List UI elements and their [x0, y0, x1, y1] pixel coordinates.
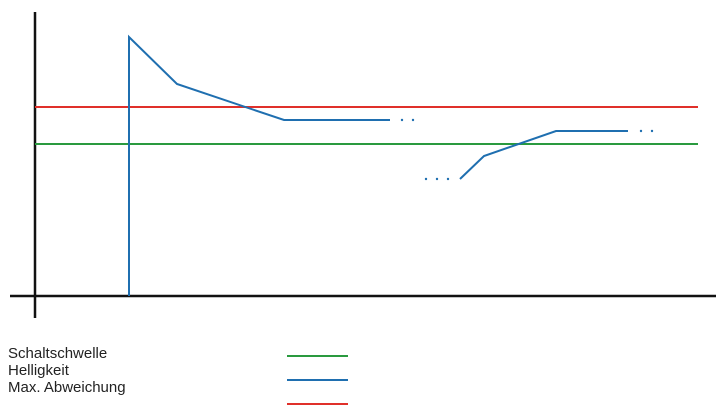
curves: [35, 34, 698, 296]
continuation-dot: [400, 118, 404, 122]
legend-label: Helligkeit: [8, 362, 70, 379]
continuation-dot: [424, 177, 428, 181]
legend-label: Max. Abweichung: [8, 379, 126, 396]
continuation-dot: [411, 118, 415, 122]
legend-label: Schaltschwelle: [8, 345, 107, 362]
continuation-dot: [639, 129, 643, 133]
brightness-curve: [459, 130, 628, 180]
continuation-dot: [446, 177, 450, 181]
continuation-dot: [650, 129, 654, 133]
brightness-curve: [128, 34, 390, 296]
continuation-dot: [435, 177, 439, 181]
